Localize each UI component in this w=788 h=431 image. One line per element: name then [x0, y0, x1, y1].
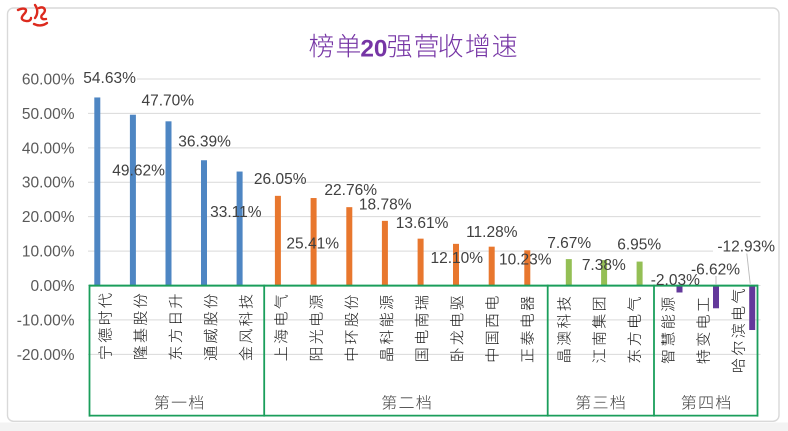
- svg-text:-10.00%: -10.00%: [17, 312, 75, 329]
- svg-text:54.63%: 54.63%: [83, 70, 136, 87]
- svg-text:-6.62%: -6.62%: [691, 261, 740, 278]
- svg-text:18.78%: 18.78%: [359, 196, 412, 213]
- svg-text:7.38%: 7.38%: [582, 257, 626, 274]
- svg-text:6.95%: 6.95%: [617, 237, 661, 254]
- svg-text:10.00%: 10.00%: [22, 244, 75, 261]
- svg-text:26.05%: 26.05%: [254, 171, 307, 188]
- svg-text:49.62%: 49.62%: [112, 162, 165, 179]
- svg-text:0.00%: 0.00%: [31, 278, 75, 295]
- svg-text:20: 20: [360, 35, 387, 62]
- svg-text:13.61%: 13.61%: [396, 215, 449, 232]
- svg-text:10.23%: 10.23%: [499, 252, 552, 269]
- svg-text:22.76%: 22.76%: [324, 182, 377, 199]
- svg-text:7.67%: 7.67%: [547, 235, 591, 252]
- svg-text:50.00%: 50.00%: [22, 106, 75, 123]
- svg-text:30.00%: 30.00%: [22, 175, 75, 192]
- svg-text:12.10%: 12.10%: [431, 250, 484, 267]
- svg-text:-20.00%: -20.00%: [17, 347, 75, 364]
- svg-text:60.00%: 60.00%: [22, 71, 75, 88]
- svg-text:25.41%: 25.41%: [286, 235, 339, 252]
- svg-text:20.00%: 20.00%: [22, 209, 75, 226]
- svg-text:33.11%: 33.11%: [210, 204, 262, 221]
- svg-text:-2.03%: -2.03%: [651, 272, 700, 289]
- svg-text:36.39%: 36.39%: [178, 134, 231, 151]
- svg-text:47.70%: 47.70%: [142, 93, 195, 110]
- svg-text:40.00%: 40.00%: [22, 140, 75, 157]
- svg-text:-12.93%: -12.93%: [717, 239, 775, 256]
- svg-text:11.28%: 11.28%: [466, 224, 518, 241]
